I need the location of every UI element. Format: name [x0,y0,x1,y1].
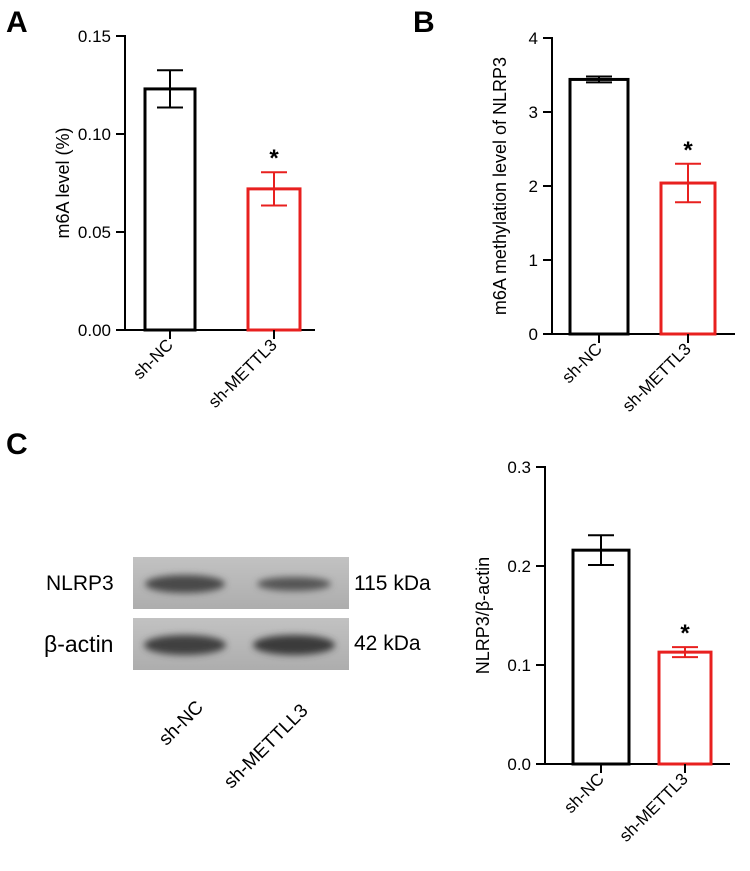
chart-b-y-tick-label: 0 [529,325,538,344]
band-actin-sh-nc [144,635,226,655]
chart-c-y-tick-label: 0.3 [507,458,531,477]
chart-b-y-tick-label: 2 [529,177,538,196]
band-actin-sh-mettl3 [253,635,335,655]
panel-label-b: B [413,6,435,39]
chart-a-y-tick-label: 0.05 [78,223,111,242]
blot-image [133,557,349,670]
chart-b-y-tick-label: 1 [529,251,538,270]
blot-size-actin: 42 kDa [354,632,421,655]
blot-label-nlrp3: NLRP3 [46,572,114,595]
panel-label-a: A [6,6,28,39]
chart-c-bar-2 [657,650,713,766]
blot-label-actin: β-actin [44,631,114,657]
chart-c-x-tick-label: sh-METTL3 [616,769,692,845]
chart-a-y-tick-label: 0.00 [78,321,111,340]
chart-c-x-tick-label: sh-NC [560,769,607,816]
chart-b-significance-2: * [683,137,693,164]
chart-a-significance-2: * [269,145,279,172]
chart-c-significance-2: * [680,620,690,647]
chart-a-y-label: m6A level (%) [53,127,73,238]
chart-b-y-tick-label: 4 [529,29,538,48]
chart-c-bar-1 [571,548,631,766]
blot-size-nlrp3: 115 kDa [354,572,431,595]
band-nlrp3-sh-nc [145,575,225,593]
chart-a-y-tick-label: 0.10 [78,125,111,144]
chart-b-y-label: m6A methylation level of NLRP3 [490,57,510,315]
chart-c-y-tick-label: 0.1 [507,656,531,675]
chart-b-y-tick-label: 3 [529,103,538,122]
chart-c-y-tick-label: 0.0 [507,755,531,774]
panel-label-c: C [6,428,28,461]
chart-a-y-tick-label: 0.15 [78,27,111,46]
band-nlrp3-sh-mettl3 [257,577,331,591]
western-blot [133,557,349,670]
chart-c-y-label: NLRP3/β-actin [473,557,493,674]
chart-c-y-tick-label: 0.2 [507,557,531,576]
